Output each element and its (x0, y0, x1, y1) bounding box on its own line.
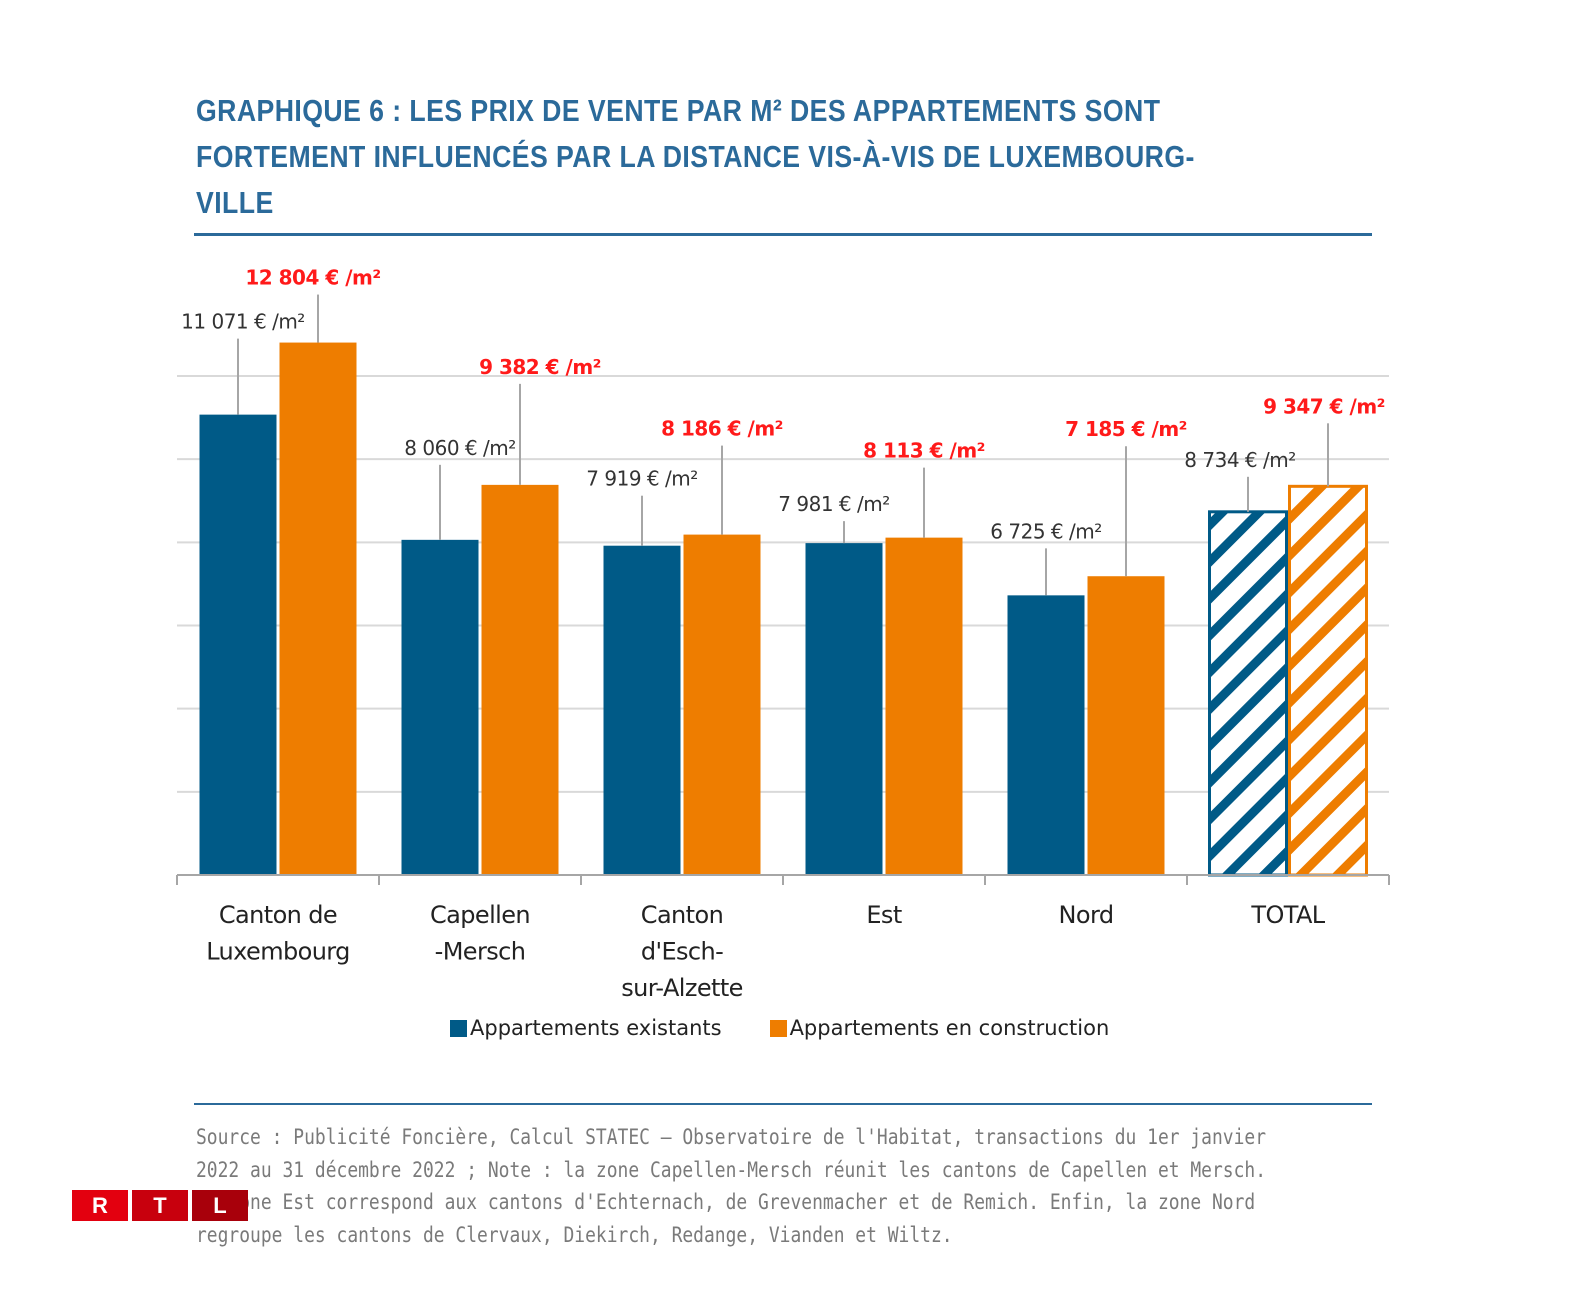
data-label-existing: 6 725 € /m² (990, 519, 1101, 543)
data-label-existing: 8 734 € /m² (1184, 448, 1295, 472)
bar-existing (603, 545, 681, 875)
x-tick-label: Canton d'Esch-sur-Alzette (621, 901, 743, 1002)
bars (199, 342, 1368, 877)
legend-item-construction: Appartements en construction (769, 1016, 1110, 1040)
rtl-logo-t: T (132, 1190, 188, 1221)
legend: Appartements existants Appartements en c… (450, 1016, 1109, 1040)
title-rule (194, 233, 1372, 236)
bar-construction (885, 537, 963, 875)
bar-existing (199, 414, 277, 875)
bar-construction (1087, 576, 1165, 875)
legend-item-existing: Appartements existants (450, 1016, 722, 1040)
x-axis (176, 874, 1390, 885)
gridlines (177, 375, 1389, 793)
x-tick-label: Nord (1059, 901, 1114, 929)
x-tick-label-line: Canton de (219, 901, 337, 929)
rtl-logo: R T L (72, 1190, 248, 1221)
bar-existing (1208, 510, 1288, 877)
x-tick-label-line: Luxembourg (206, 938, 350, 966)
source-note: Source : Publicité Foncière, Calcul STAT… (196, 1125, 1267, 1248)
x-tick-label: Capellen -Mersch (430, 901, 530, 966)
data-label-existing: 7 981 € /m² (778, 492, 889, 516)
legend-swatch-existing (450, 1019, 467, 1037)
data-label-construction: 9 382 € /m² (479, 355, 601, 379)
bar-construction (683, 534, 761, 875)
x-tick-label-line: -Mersch (435, 938, 526, 966)
x-tick-label-line: Est (866, 901, 901, 929)
bar-construction (279, 342, 357, 875)
data-label-construction: 9 347 € /m² (1263, 394, 1385, 418)
data-label-construction: 7 185 € /m² (1065, 417, 1187, 441)
x-tick-label-line: sur-Alzette (621, 974, 743, 1002)
legend-swatch-construction (769, 1019, 787, 1037)
rtl-logo-l: L (192, 1190, 248, 1221)
data-label-construction: 8 113 € /m² (863, 439, 985, 463)
x-tick-label-line: Canton (641, 901, 723, 929)
data-label-existing: 11 071 € /m² (181, 310, 305, 334)
x-tick-label-line: TOTAL (1250, 901, 1325, 929)
x-tick-label-line: Capellen (430, 901, 530, 929)
legend-label-existing: Appartements existants (470, 1016, 722, 1040)
data-label-construction: 12 804 € /m² (245, 266, 380, 290)
chart-title: GRAPHIQUE 6 : LES PRIX DE VENTE PAR M² D… (196, 93, 1195, 220)
x-tick-label-line: d'Esch- (641, 938, 723, 966)
bar-existing (1007, 595, 1085, 875)
rtl-logo-r: R (72, 1190, 128, 1221)
x-tick-label: TOTAL (1250, 901, 1325, 929)
source-rule (194, 1103, 1372, 1105)
bar-existing (805, 543, 883, 875)
bar-chart: 11 071 € /m² 12 804 € /m² 8 060 € /m² 9 382… (176, 266, 1390, 1002)
x-tick-labels: Canton de Luxembourg Capellen -Mersch Canton… (206, 901, 1326, 1002)
x-tick-label: Est (866, 901, 901, 929)
data-label-existing: 8 060 € /m² (404, 436, 515, 460)
data-label-construction: 8 186 € /m² (661, 417, 783, 441)
bar-construction (1288, 484, 1368, 877)
data-label-existing: 7 919 € /m² (586, 467, 697, 491)
data-labels: 11 071 € /m² 12 804 € /m² 8 060 € /m² 9 382… (181, 266, 1385, 544)
x-tick-label: Canton de Luxembourg (206, 901, 350, 966)
bar-construction (481, 484, 559, 875)
legend-label-construction: Appartements en construction (789, 1016, 1110, 1040)
label-leaders (237, 294, 1329, 596)
bar-existing (401, 539, 479, 875)
x-tick-label-line: Nord (1059, 901, 1114, 929)
